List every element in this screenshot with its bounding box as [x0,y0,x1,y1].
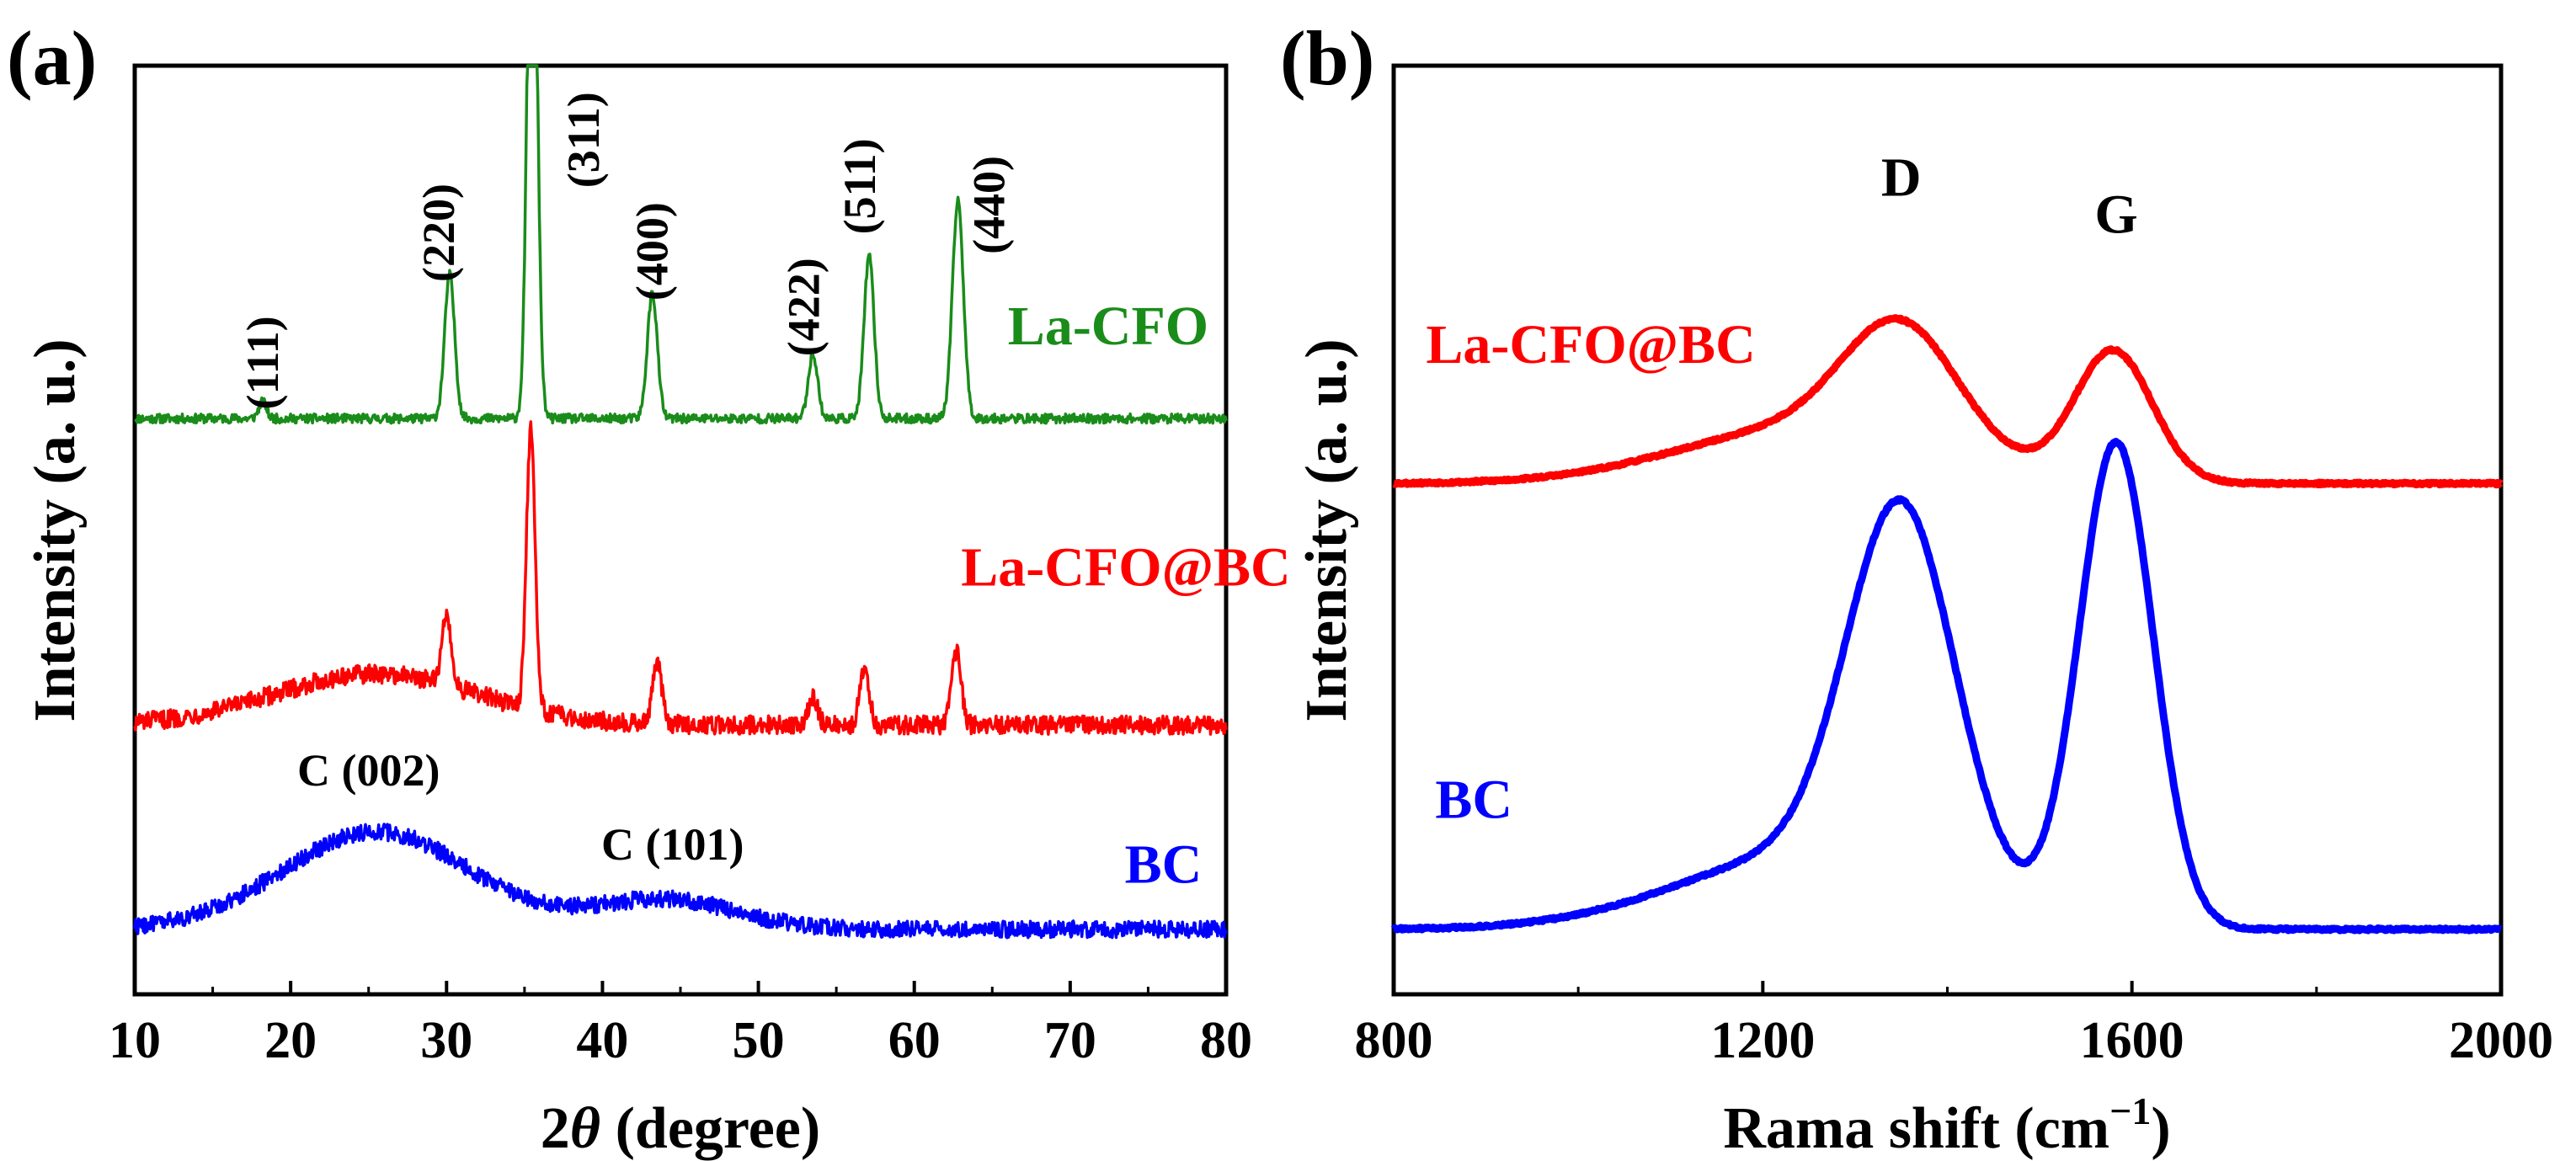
panel-a-series: La-CFO La-CFO@BC BC [133,64,1291,940]
series-label-la-cfo-bc: La-CFO@BC [961,537,1290,599]
panel-a-x-axis-label-unit: (degree) [600,1096,820,1161]
panel-b-x-axis-label: Rama shift (cm−1) [1723,1089,2170,1161]
series-label-la-cfo-bc: La-CFO@BC [1426,314,1755,375]
series-label-la-cfo: La-CFO [1008,296,1208,357]
x-tick-label: 40 [576,1012,628,1069]
x-tick-label: 80 [1200,1012,1252,1069]
panel-b-x-axis-label-main: Rama shift (cm [1723,1096,2109,1161]
panel-a-x-axis-label-theta: θ [570,1096,600,1161]
peak-annotation: (400) [627,202,678,301]
series-line-bc [133,823,1228,940]
panel-a: (a) 10 20 30 40 50 60 70 80 La-CFO La-CFO@BC BC (… [7,15,1291,1161]
panel-a-x-axis-label-number: 2 [541,1096,570,1161]
x-tick-label: 2000 [2449,1012,2553,1069]
panel-b-x-axis-label-sup: −1 [2109,1089,2151,1132]
peak-annotation: G [2094,184,2137,246]
panel-b-y-axis-label: Intensity (a. u.) [1294,338,1359,722]
peak-annotation: (511) [835,138,885,234]
panel-a-x-tick-labels: 10 20 30 40 50 60 70 80 [109,1012,1252,1069]
panel-a-y-axis-label: Intensity (a. u.) [23,338,88,722]
series-line-la-cfo-bc [133,420,1228,736]
panel-b-label: (b) [1280,15,1374,101]
series-label-bc: BC [1435,769,1512,830]
panel-b-x-ticks [1392,981,2503,994]
x-tick-label: 30 [420,1012,472,1069]
panel-b-x-tick-labels: 800 1200 1600 2000 [1355,1012,2554,1069]
x-tick-label: 800 [1355,1012,1433,1069]
panel-b-series: La-CFO@BC BC [1390,314,2504,935]
series-line-bc [1390,438,2504,935]
x-tick-label: 1600 [2080,1012,2184,1069]
series-line-la-cfo [134,64,1228,425]
panel-b-x-axis-label-close: ) [2151,1096,2170,1161]
peak-annotation: (220) [413,184,464,282]
peak-annotation: (311) [558,92,609,188]
peak-annotation: C (101) [601,819,744,870]
peak-annotation: (440) [964,156,1015,254]
panel-a-annotations: (111) (220) (311) (400) (422)(511) (440) C (00… [237,92,1015,870]
panel-b-annotations: DG [1881,146,2138,245]
peak-annotation: D [1881,146,1922,208]
peak-annotation: C (002) [297,745,440,796]
peak-annotation: (111) [237,316,288,409]
panel-a-label: (a) [7,15,97,101]
x-tick-label: 20 [264,1012,317,1069]
x-tick-label: 50 [733,1012,785,1069]
x-tick-label: 60 [888,1012,941,1069]
series-line-la-cfo-bc [1391,314,2504,489]
series-label-bc: BC [1125,834,1203,896]
panel-b-axes-frame [1391,63,2504,997]
panel-a-x-ticks [133,981,1228,994]
x-tick-label: 70 [1044,1012,1096,1069]
x-tick-label: 10 [109,1012,161,1069]
panel-a-x-axis-label: 2θ (degree) [541,1096,820,1161]
peak-annotation: (422) [778,258,829,356]
x-tick-label: 1200 [1710,1012,1815,1069]
